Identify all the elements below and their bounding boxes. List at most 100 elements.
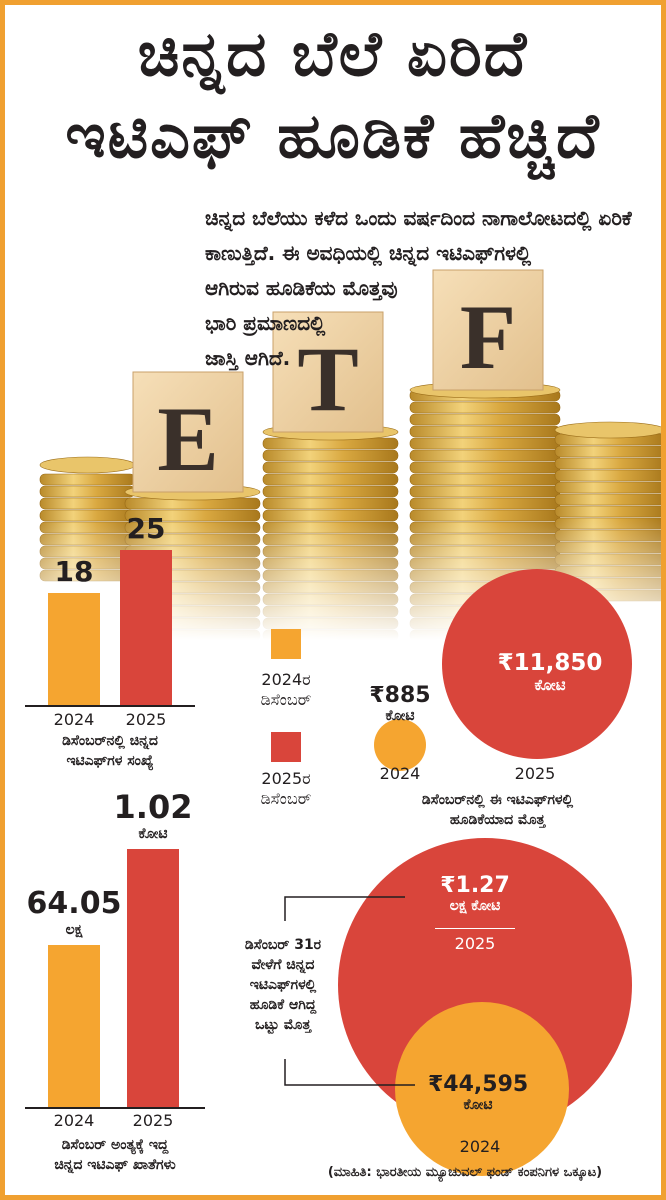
intro-line: ಚಿನ್ನದ ಬೆಲೆಯು ಕಳೆದ ಒಂದು ವರ್ಷದಿಂದ ನಾಗಾಲೋಟ… <box>205 206 632 230</box>
coin <box>409 509 561 522</box>
etf-count-year-2024: 2024 <box>53 710 95 729</box>
etf-count-bar-2025 <box>120 550 172 705</box>
etf-count-caption: ಡಿಸೆಂಬರ್‌ನಲ್ಲಿ ಚಿನ್ನದ ಇಟಿಎಫ್‌ಗಳ ಸಂಖ್ಯೆ <box>15 731 205 771</box>
investment-year-2025: 2025 <box>514 764 556 783</box>
legend-label-2025: 2025ರ ಡಿಸೆಂಬರ್ <box>241 769 331 809</box>
legend-swatch-2025 <box>271 732 301 762</box>
caption-line: ವೇಳೆಗೆ ಚಿನ್ನದ <box>251 957 315 973</box>
total-bracket <box>284 896 415 1086</box>
caption-line: ಡಿಸೆಂಬರ್‌ನಲ್ಲಿ ಚಿನ್ನದ <box>62 733 158 749</box>
coin <box>409 485 561 498</box>
intro-paragraph: ಚಿನ್ನದ ಬೆಲೆಯು ಕಳೆದ ಒಂದು ವರ್ಷದಿಂದ ನಾಗಾಲೋಟ… <box>205 201 632 376</box>
coin <box>554 481 661 494</box>
block-letter-f: F <box>460 286 516 388</box>
legend-text: ಡಿಸೆಂಬರ್ <box>260 789 312 808</box>
coin <box>262 485 399 498</box>
caption-line: ಒಟ್ಟು ಮೊತ್ತ <box>255 1017 311 1033</box>
accounts-unit-2025: ಕೋಟಿ <box>138 826 168 842</box>
block-e: E <box>132 371 244 493</box>
coin <box>39 497 136 510</box>
accounts-value-2024: 64.05 <box>26 885 122 921</box>
caption-line: ಚಿನ್ನದ ಇಟಿಎಫ್ ಖಾತೆಗಳು <box>54 1157 176 1173</box>
caption-line: ಇಟಿಎಫ್‌ಗಳಲ್ಲಿ <box>249 977 317 993</box>
block-t: T <box>272 311 384 433</box>
caption-line: ಹೂಡಿಕೆ ಆಗಿದ್ದ <box>249 997 317 1013</box>
coin <box>262 461 399 474</box>
block-f: F <box>432 269 544 391</box>
investment-value-2024: ₹885 <box>369 683 431 708</box>
total-value-2024-block: ₹44,595 ಕೋಟಿ <box>428 1072 528 1113</box>
total-year-2024: 2024 <box>459 1137 501 1156</box>
coin <box>554 469 661 482</box>
accounts-caption: ಡಿಸೆಂಬರ್ ಅಂತ್ಯಕ್ಕೆ ಇದ್ದ ಚಿನ್ನದ ಇಟಿಎಫ್ ಖಾ… <box>15 1135 215 1175</box>
coin <box>409 425 561 438</box>
caption-line: ಡಿಸೆಂಬರ್ 31ರ <box>244 937 322 953</box>
accounts-year-2025: 2025 <box>132 1111 174 1130</box>
total-bubble-2024 <box>394 1001 570 1177</box>
coin <box>262 473 399 486</box>
accounts-value-2025: 1.02 <box>113 788 193 826</box>
investment-year-2024: 2024 <box>379 764 421 783</box>
total-divider <box>435 928 515 929</box>
coin <box>554 505 661 518</box>
title-line-1: ಚಿನ್ನದ ಬೆಲೆ ಏರಿದೆ <box>137 17 529 90</box>
coin <box>39 473 136 486</box>
coin-top <box>39 456 136 474</box>
investment-unit-2025: ಕೋಟಿ <box>534 676 566 694</box>
total-value-2024: ₹44,595 <box>428 1072 529 1097</box>
investment-bubble-2024 <box>374 719 426 771</box>
investment-value-2025: ₹11,850 <box>497 650 603 676</box>
intro-line: ಆಗಿರುವ ಹೂಡಿಕೆಯ ಮೊತ್ತವು <box>205 276 398 300</box>
coin <box>554 493 661 506</box>
investment-value-2025-block: ₹11,850 ಕೋಟಿ <box>450 650 650 694</box>
accounts-unit-2024: ಲಕ್ಷ <box>65 921 83 938</box>
etf-count-value-2024: 18 <box>54 555 94 589</box>
legend-label-2024: 2024ರ ಡಿಸೆಂಬರ್ <box>241 670 331 710</box>
accounts-value-2025-block: 1.02 ಕೋಟಿ <box>103 789 203 843</box>
total-year-2025: 2025 <box>454 934 496 953</box>
coin <box>262 497 399 510</box>
coin <box>554 457 661 470</box>
investment-bubble-2025 <box>442 569 632 759</box>
coin <box>409 401 561 414</box>
etf-count-value-2025: 25 <box>126 512 166 545</box>
legend-text: 2025ರ <box>261 769 311 788</box>
block-letter-t: T <box>297 328 358 430</box>
coin <box>409 497 561 510</box>
coin-top <box>554 421 661 439</box>
source-note: (ಮಾಹಿತಿ: ಭಾರತೀಯ ಮ್ಯೂಚುವಲ್ ಫಂಡ್ ಕಂಪನಿಗಳ ಒ… <box>327 1165 603 1180</box>
total-caption: ಡಿಸೆಂಬರ್ 31ರ ವೇಳೆಗೆ ಚಿನ್ನದ ಇಟಿಎಫ್‌ಗಳಲ್ಲಿ… <box>218 935 348 1035</box>
accounts-bar-2024 <box>48 944 100 1107</box>
legend-swatch-2024 <box>271 629 301 659</box>
investment-unit-2024: ಕೋಟಿ <box>385 708 415 724</box>
total-unit-2025: ಲಕ್ಷ ಕೋಟಿ <box>449 898 501 914</box>
accounts-year-2024: 2024 <box>53 1111 95 1130</box>
coin <box>409 449 561 462</box>
coin <box>409 473 561 486</box>
investment-caption: ಡಿಸೆಂಬರ್‌ನಲ್ಲಿ ಈ ಇಟಿಎಫ್‌ಗಳಲ್ಲಿ ಹೂಡಿಕೆಯಾದ… <box>360 790 635 830</box>
investment-value-2024-block: ₹885 ಕೋಟಿ <box>360 683 440 724</box>
accounts-value-2024-block: 64.05 ಲಕ್ಷ <box>23 885 125 939</box>
coin <box>39 485 136 498</box>
accounts-bar-2025 <box>127 849 179 1107</box>
legend-text: ಡಿಸೆಂಬರ್ <box>260 690 312 709</box>
etf-count-bar-2024 <box>48 593 100 705</box>
coin <box>554 445 661 458</box>
caption-line: ಇಟಿಎಫ್‌ಗಳ ಸಂಖ್ಯೆ <box>66 753 154 769</box>
title-line-2: ಇಟಿಎಫ್ ಹೂಡಿಕೆ ಹೆಚ್ಚಿದೆ <box>65 99 601 172</box>
coin <box>409 413 561 426</box>
intro-line: ಜಾಸ್ತಿ ಆಗಿದೆ. <box>205 346 291 370</box>
coin <box>262 449 399 462</box>
etf-count-baseline <box>25 705 195 707</box>
intro-line: ಕಾಣುತ್ತಿದೆ. ಈ ಅವಧಿಯಲ್ಲಿ ಚಿನ್ನದ ಇಟಿಎಫ್‌ಗಳ… <box>205 241 532 265</box>
caption-line: ಡಿಸೆಂಬರ್ ಅಂತ್ಯಕ್ಕೆ ಇದ್ದ <box>61 1137 169 1153</box>
coin <box>409 461 561 474</box>
legend-text: 2024ರ <box>261 670 311 689</box>
etf-count-year-2025: 2025 <box>125 710 167 729</box>
total-value-2025-block: ₹1.27 ಲಕ್ಷ ಕೋಟಿ <box>420 873 530 914</box>
total-value-2025: ₹1.27 <box>440 873 510 898</box>
caption-line: ಹೂಡಿಕೆಯಾದ ಮೊತ್ತ <box>449 812 546 828</box>
total-unit-2024: ಕೋಟಿ <box>463 1097 493 1113</box>
intro-line: ಭಾರಿ ಪ್ರಮಾಣದಲ್ಲಿ <box>205 311 326 335</box>
